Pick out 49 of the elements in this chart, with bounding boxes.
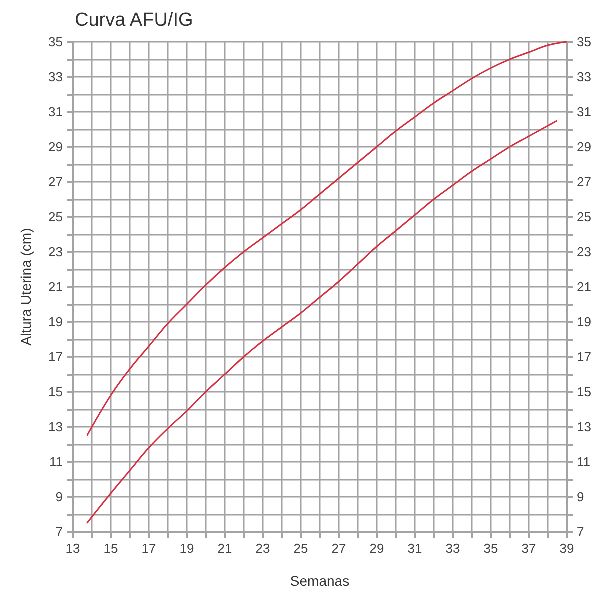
y-tick-label: 17	[48, 350, 63, 364]
x-tick-label: 39	[560, 541, 574, 556]
y2-tick-label: 23	[577, 244, 592, 260]
y-tick-label: 29	[48, 140, 63, 154]
y2-tick-label: 21	[577, 280, 592, 294]
x-tick-label: 21	[218, 541, 232, 556]
y2-tick-label: 7	[577, 524, 584, 540]
y2-tick-label: 33	[577, 70, 592, 84]
y-tick-label: 11	[50, 454, 63, 470]
y2-tick-label: 29	[577, 140, 592, 154]
y2-tick-label: 9	[577, 490, 584, 504]
y2-tick-label: 17	[577, 350, 592, 364]
y-tick-label: 31	[48, 104, 63, 120]
y-tick-label: 21	[48, 280, 63, 294]
y-tick-label: 33	[48, 70, 63, 84]
chart-title: Curva AFU/IG	[75, 10, 194, 31]
y-axis-title: Altura Uterina (cm)	[18, 228, 34, 346]
y-tick-label: 27	[48, 174, 63, 190]
y-tick-label: 7	[56, 524, 63, 540]
y2-tick-label: 35	[577, 34, 592, 50]
y2-tick-label: 15	[577, 384, 592, 400]
x-tick-label: 23	[256, 541, 270, 556]
x-tick-label: 25	[294, 541, 308, 556]
y2-tick-label: 11	[577, 454, 590, 470]
line-series	[86, 120, 558, 524]
y2-tick-label: 27	[577, 174, 592, 190]
x-tick-label: 27	[332, 541, 346, 556]
y-tick-label: 23	[48, 244, 63, 260]
x-tick-label: 29	[370, 541, 384, 556]
x-tick-label: 19	[180, 541, 194, 556]
x-axis-title: Semanas	[290, 573, 350, 589]
x-tick-label: 17	[142, 541, 156, 556]
y2-tick-label: 13	[577, 420, 592, 434]
y-tick-label: 9	[56, 490, 63, 504]
x-tick-label: 15	[104, 541, 118, 556]
y-tick-label: 19	[48, 314, 63, 330]
y-tick-label: 25	[48, 210, 63, 224]
y-tick-label: 15	[48, 384, 63, 400]
y-tick-label: 13	[48, 420, 63, 434]
x-tick-label: 31	[408, 541, 422, 556]
y-tick-label: 35	[48, 34, 63, 50]
x-tick-label: 13	[66, 541, 80, 556]
y2-tick-label: 19	[577, 314, 592, 330]
line-series	[86, 41, 568, 436]
x-tick-label: 33	[446, 541, 460, 556]
x-tick-label: 37	[522, 541, 536, 556]
x-tick-label: 35	[484, 541, 498, 556]
y2-tick-label: 31	[577, 104, 592, 120]
y2-tick-label: 25	[577, 210, 592, 224]
